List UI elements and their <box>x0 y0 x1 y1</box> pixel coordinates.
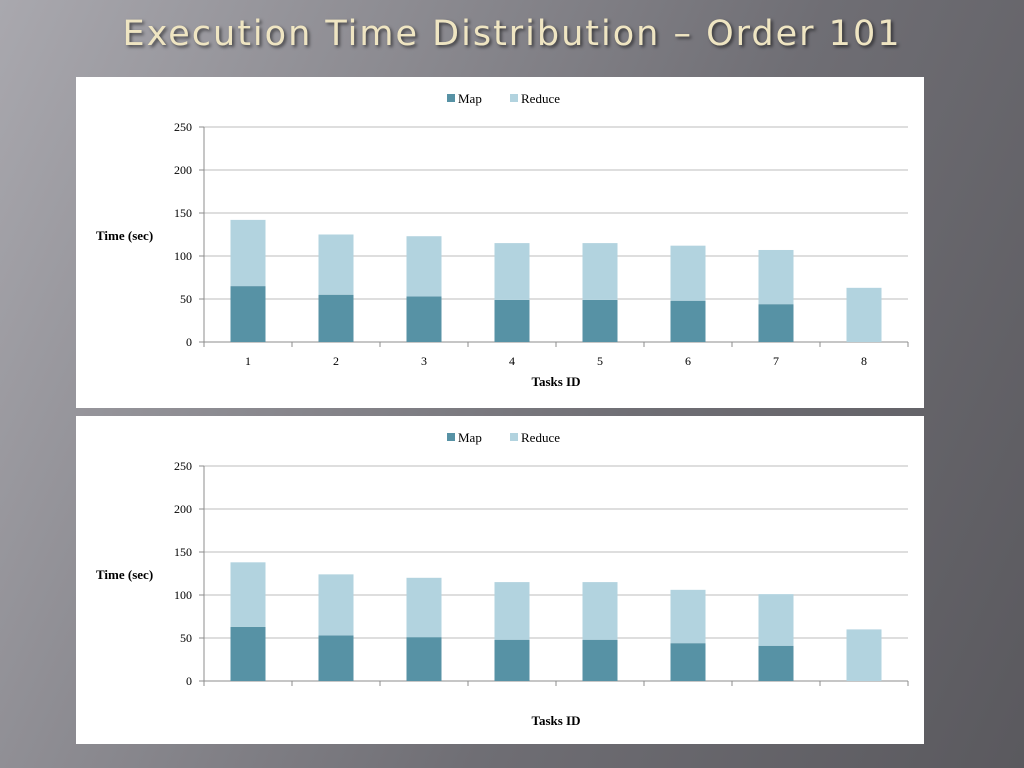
legend-label-reduce: Reduce <box>521 91 560 106</box>
bar-map-task-3 <box>406 296 442 342</box>
y-tick-label: 150 <box>174 545 192 559</box>
bar-map-task-4 <box>494 299 530 342</box>
legend-label-map: Map <box>458 91 482 106</box>
bar-map-task-5 <box>582 639 618 681</box>
bar-reduce-task-5 <box>582 243 618 300</box>
legend-swatch-map <box>447 94 455 102</box>
x-axis-title: Tasks ID <box>531 374 580 389</box>
y-axis-title: Time (sec) <box>96 567 153 582</box>
x-tick-label: 8 <box>861 354 867 368</box>
y-tick-label: 150 <box>174 206 192 220</box>
bar-reduce-task-4 <box>494 582 530 640</box>
x-tick-label: 7 <box>773 354 779 368</box>
bar-map-task-2 <box>318 294 354 342</box>
x-tick-label: 1 <box>245 354 251 368</box>
bar-reduce-task-6 <box>670 589 706 644</box>
y-tick-label: 100 <box>174 249 192 263</box>
bar-reduce-task-2 <box>318 574 354 636</box>
bar-map-task-7 <box>758 304 794 342</box>
stacked-bar-chart-top: Map Reduce 0 50 100 150 200 250 1 2 3 4 5 6 7 8 Time (se… <box>96 91 909 389</box>
bar-map-task-7 <box>758 645 794 681</box>
chart-legend: Map Reduce <box>447 91 560 106</box>
legend-swatch-map <box>447 433 455 441</box>
y-tick-label: 50 <box>180 292 192 306</box>
bar-map-task-2 <box>318 635 354 681</box>
x-tick-label: 6 <box>685 354 691 368</box>
y-tick-label: 0 <box>186 335 192 349</box>
y-tick-label: 0 <box>186 674 192 688</box>
legend-label-reduce: Reduce <box>521 430 560 445</box>
legend-swatch-reduce <box>510 433 518 441</box>
y-tick-label: 200 <box>174 502 192 516</box>
y-tick-label: 100 <box>174 588 192 602</box>
x-tick-label: 4 <box>509 354 515 368</box>
bar-reduce-task-3 <box>406 577 442 638</box>
legend-swatch-reduce <box>510 94 518 102</box>
bar-reduce-task-6 <box>670 245 706 301</box>
legend-label-map: Map <box>458 430 482 445</box>
chart-panel-bottom: Map Reduce 0 50 100 150 200 250 Time (sec) Tasks … <box>76 416 924 744</box>
bar-map-task-6 <box>670 643 706 681</box>
bar-reduce-task-8 <box>846 629 882 681</box>
x-tick-label: 5 <box>597 354 603 368</box>
x-axis-title: Tasks ID <box>531 713 580 728</box>
bar-reduce-task-5 <box>582 582 618 640</box>
chart-panel-top: Map Reduce 0 50 100 150 200 250 1 2 3 4 5 6 7 8 Time (se… <box>76 77 924 408</box>
slide-title: Execution Time Distribution – Order 101 <box>122 14 902 54</box>
stacked-bar-chart-bottom: Map Reduce 0 50 100 150 200 250 Time (sec) Tasks … <box>96 430 909 728</box>
bar-reduce-task-7 <box>758 249 794 305</box>
y-tick-label: 250 <box>174 120 192 134</box>
bar-reduce-task-8 <box>846 287 882 342</box>
y-tick-label: 250 <box>174 459 192 473</box>
bar-reduce-task-4 <box>494 243 530 300</box>
bar-reduce-task-1 <box>230 562 266 627</box>
bar-reduce-task-3 <box>406 236 442 297</box>
bar-map-task-4 <box>494 639 530 681</box>
bar-map-task-1 <box>230 286 266 342</box>
chart-legend: Map Reduce <box>447 430 560 445</box>
bar-map-task-1 <box>230 626 266 681</box>
x-tick-label: 3 <box>421 354 427 368</box>
bar-map-task-6 <box>670 300 706 342</box>
x-tick-label: 2 <box>333 354 339 368</box>
bar-reduce-task-1 <box>230 219 266 287</box>
bar-reduce-task-7 <box>758 594 794 646</box>
bar-map-task-3 <box>406 637 442 681</box>
bar-map-task-5 <box>582 299 618 342</box>
y-axis-title: Time (sec) <box>96 228 153 243</box>
y-tick-label: 200 <box>174 163 192 177</box>
y-tick-label: 50 <box>180 631 192 645</box>
bar-reduce-task-2 <box>318 234 354 295</box>
